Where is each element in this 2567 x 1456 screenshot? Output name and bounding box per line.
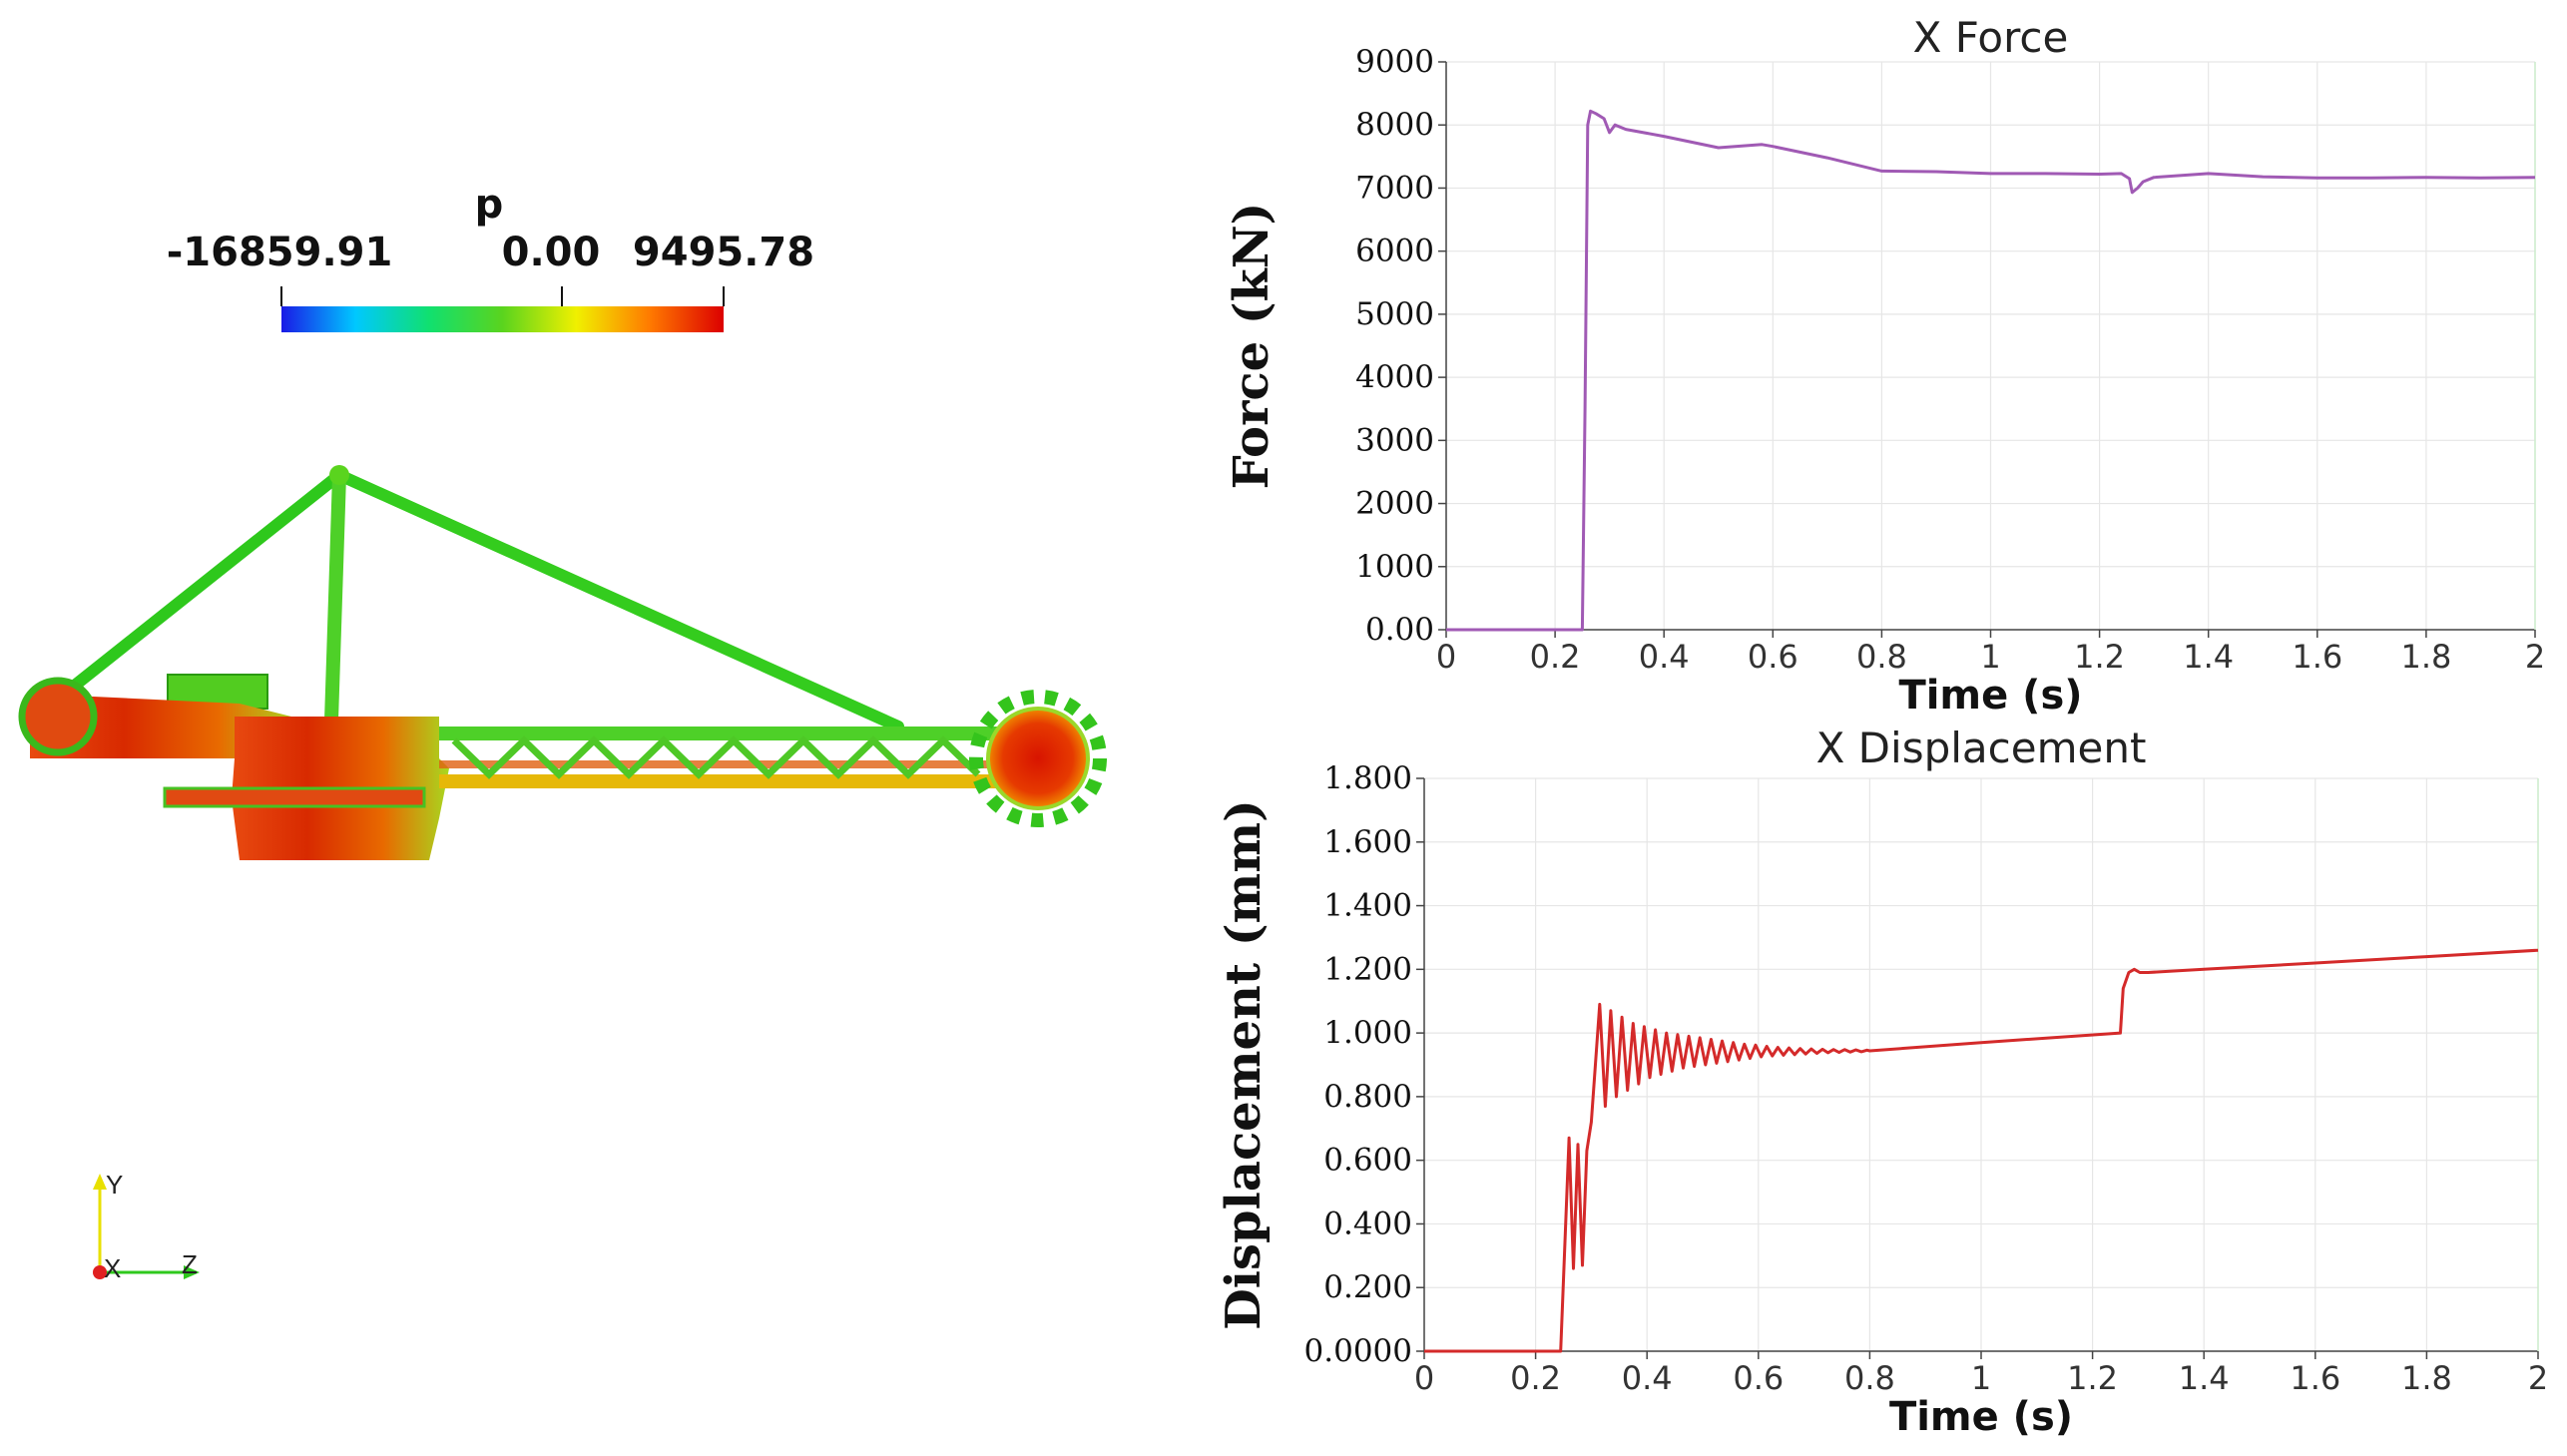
x-tick-label: 0.4 [1622,1359,1673,1397]
y-tick-label: 1000 [1355,549,1434,585]
colorbar-title: p [475,182,504,228]
y-tick-label: 0.200 [1323,1269,1412,1305]
x-tick-label: 1 [1971,1359,1991,1397]
y-axis-title: Displacement (mm) [1216,799,1272,1330]
y-tick-label: 1.200 [1323,951,1412,987]
force-chart[interactable]: 0 0.2 0.4 0.6 0.8 1 1.2 1.4 1.6 1.8 2 0.00 1000 2000 3… [1224,0,2567,727]
colorbar-gradient [281,306,724,332]
boom-diagonals [451,735,981,779]
boom-top-chord [439,727,1003,740]
y-tick-label: 1.800 [1323,760,1412,796]
series-line [1446,109,2536,632]
boom-bottom-chord [439,774,1003,788]
y-tick-label: 0.0000 [1304,1333,1412,1369]
x-tick-label: 1 [1980,638,2000,676]
x-tick-label: 0.2 [1530,638,1581,676]
boom-truss [439,727,1003,788]
x-tick-label: 1.2 [2067,1359,2118,1397]
mast [324,474,346,722]
x-tick-label: 1.8 [2400,638,2451,676]
x-tick-label: 1.2 [2074,638,2125,676]
counterweight-end [18,677,98,756]
colorbar-min-label: -16859.91 [167,230,393,275]
bucket-wheel [969,690,1107,827]
y-tick-label: 5000 [1355,296,1434,332]
front-stay-cable [46,469,345,710]
z-axis-arrowhead [184,1265,200,1279]
x-tick-label: 0.8 [1844,1359,1895,1397]
x-tick-label: 2 [2528,1359,2548,1397]
boom-mid-chord [439,760,1003,768]
x-tick-label: 1.4 [2179,1359,2230,1397]
chart-title: X Displacement [1816,724,2147,772]
x-tick-label: 1.6 [2290,1359,2340,1397]
y-tick-label: 0.00 [1365,612,1434,648]
x-tick-label: 1.4 [2183,638,2234,676]
x-tick-label: 0 [1436,638,1456,676]
y-tick-label: 3000 [1355,422,1434,458]
bucket-wheel-excavator-model [18,465,1107,860]
bucket-wheel-hub [986,707,1090,810]
model-view: p -16859.91 0.00 9495.78 [0,0,1238,1452]
y-tick-label: 0.600 [1323,1143,1412,1179]
x-tick-label: 0.6 [1733,1359,1784,1397]
displacement-chart[interactable]: 0 0.2 0.4 0.6 0.8 1 1.2 1.4 1.6 1.8 2 0.0000 0.200 0.… [1216,724,2567,1452]
y-tick-label: 0.800 [1323,1079,1412,1115]
y-tick-label: 8000 [1355,107,1434,143]
y-tick-label: 0.400 [1323,1206,1412,1241]
y-axis-label: Y [106,1170,123,1200]
x-tick-label: 1.6 [2292,638,2342,676]
y-tick-label: 7000 [1355,170,1434,206]
x-tick-label: 0.2 [1510,1359,1561,1397]
y-tick-label: 1.000 [1323,1015,1412,1051]
y-axis-title: Force (kN) [1224,203,1280,490]
bucket-wheel-teeth [969,690,1107,827]
y-tick-label: 6000 [1355,234,1434,269]
mast-top [329,465,349,485]
y-tick-label: 9000 [1355,44,1434,80]
y-tick-label: 4000 [1355,359,1434,395]
x-tick-label: 2 [2525,638,2545,676]
x-tick-label: 0.8 [1856,638,1907,676]
colorbar-mid-label: 0.00 [502,230,601,275]
y-tick-label: 1.400 [1323,888,1412,924]
orientation-axes: Y X Z [93,1170,200,1283]
chart-title: X Force [1913,13,2069,62]
x-tick-label: 1.8 [2401,1359,2452,1397]
x-tick-label: 0 [1414,1359,1434,1397]
series-line [1424,948,2539,1353]
rear-stay-cable [333,469,904,732]
y-tick-label: 2000 [1355,486,1434,522]
colorbar-max-label: 9495.78 [633,230,814,275]
lower-platform [163,786,426,808]
model-canvas[interactable]: p -16859.91 0.00 9495.78 [0,0,1238,1452]
x-axis-title: Time (s) [1898,673,2082,719]
charts-panel: 0 0.2 0.4 0.6 0.8 1 1.2 1.4 1.6 1.8 2 0.00 1000 2000 3… [1216,0,2567,1452]
counterweight-arm [30,694,299,758]
z-axis-label: Z [182,1249,198,1279]
y-axis-arrowhead [93,1174,107,1190]
x-tick-label: 0.6 [1748,638,1798,676]
x-tick-label: 0.4 [1639,638,1690,676]
x-axis-dot [93,1265,107,1279]
x-axis-title: Time (s) [1889,1394,2073,1440]
y-tick-label: 1.600 [1323,824,1412,860]
colorbar: p -16859.91 0.00 9495.78 [167,182,814,332]
x-axis-label: X [104,1253,121,1283]
